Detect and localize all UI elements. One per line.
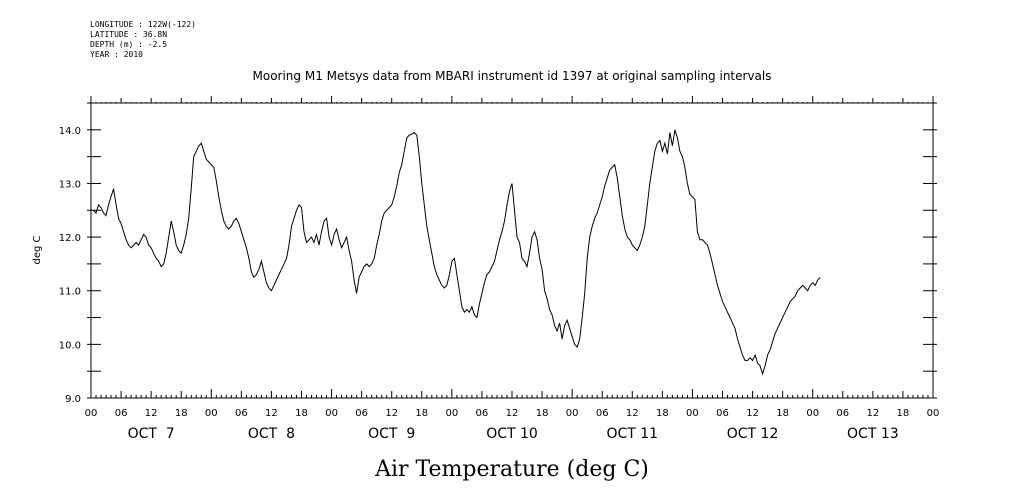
x-tick-label: 12 <box>506 408 519 419</box>
x-tick-label: 18 <box>776 408 789 419</box>
x-axis-label: Air Temperature (deg C) <box>374 457 649 482</box>
x-tick-label: 00 <box>325 408 338 419</box>
x-tick-label: 06 <box>235 408 248 419</box>
metadata-block: LONGITUDE : 122W(-122) LATITUDE : 36.8N … <box>90 20 196 60</box>
day-label: OCT 7 <box>128 426 175 442</box>
x-tick-label: 18 <box>656 408 669 419</box>
day-label: OCT 8 <box>248 426 295 442</box>
day-label: OCT 11 <box>606 426 658 442</box>
x-tick-labels: 00 06 12 18 00 06 12 18 00 06 12 18 00 06 12 18 00 06 12 18… <box>85 408 940 419</box>
x-tick-label: 00 <box>445 408 458 419</box>
x-tick-label: 00 <box>927 408 940 419</box>
plot-frame <box>90 102 934 399</box>
x-tick-label: 06 <box>476 408 489 419</box>
day-label: OCT 13 <box>847 426 899 442</box>
y-tick-label: 13.0 <box>59 179 81 190</box>
x-tick-label: 00 <box>566 408 579 419</box>
y-tick-labels: 9.0 10.0 11.0 12.0 13.0 14.0 <box>59 126 81 405</box>
y-tick-label: 14.0 <box>59 126 81 137</box>
y-axis-label: deg C <box>32 235 43 264</box>
series-line-air-temperature <box>93 129 821 376</box>
x-tick-label: 18 <box>415 408 428 419</box>
depth-text: DEPTH (m) : -2.5 <box>90 40 168 49</box>
x-tick-label: 00 <box>205 408 218 419</box>
x-tick-label: 06 <box>355 408 368 419</box>
x-tick-label: 18 <box>897 408 910 419</box>
x-tick-label: 06 <box>115 408 128 419</box>
day-labels: OCT 7 OCT 8 OCT 9 OCT 10 OCT 11 OCT 12 OCT 13 <box>128 426 899 442</box>
x-tick-label: 00 <box>806 408 819 419</box>
x-tick-label: 06 <box>836 408 849 419</box>
y-tick-label: 9.0 <box>65 394 81 405</box>
series-group <box>93 129 821 376</box>
x-tick-label: 00 <box>686 408 699 419</box>
x-tick-label: 12 <box>265 408 278 419</box>
x-tick-label: 06 <box>716 408 729 419</box>
chart-title: Mooring M1 Metsys data from MBARI instru… <box>253 69 772 83</box>
y-tick-label: 11.0 <box>59 287 81 298</box>
x-tick-label: 00 <box>85 408 98 419</box>
longitude-text: LONGITUDE : 122W(-122) <box>90 20 196 29</box>
year-text: YEAR : 2010 <box>90 50 143 59</box>
x-tick-label: 18 <box>536 408 549 419</box>
day-label: OCT 12 <box>727 426 779 442</box>
x-tick-label: 18 <box>295 408 308 419</box>
y-tick-label: 10.0 <box>59 340 81 351</box>
x-tick-label: 12 <box>626 408 639 419</box>
day-label: OCT 10 <box>486 426 538 442</box>
tick-marks <box>87 96 937 399</box>
x-tick-label: 12 <box>866 408 879 419</box>
day-label: OCT 9 <box>368 426 415 442</box>
y-tick-label: 12.0 <box>59 233 81 244</box>
x-tick-label: 12 <box>746 408 759 419</box>
x-tick-label: 12 <box>385 408 398 419</box>
x-tick-label: 12 <box>145 408 158 419</box>
latitude-text: LATITUDE : 36.8N <box>90 30 168 39</box>
x-tick-label: 06 <box>596 408 609 419</box>
x-tick-label: 18 <box>175 408 188 419</box>
